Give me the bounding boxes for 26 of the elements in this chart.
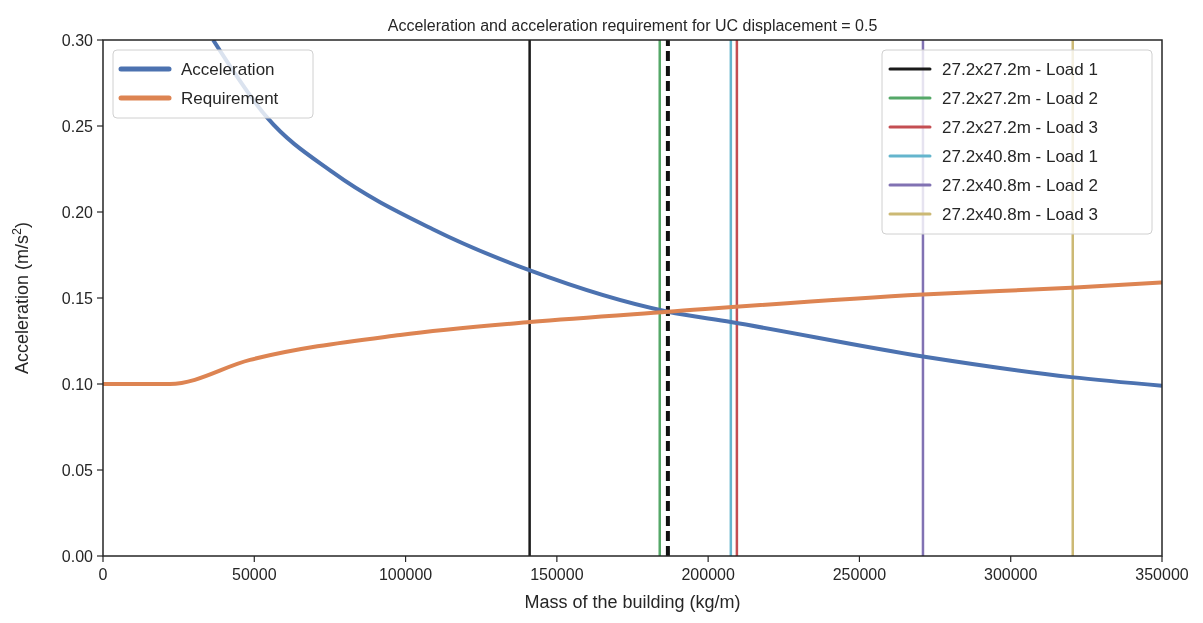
x-tick-label: 250000 <box>832 566 887 583</box>
line-series <box>103 280 1162 386</box>
legend-label: Acceleration <box>181 60 275 79</box>
y-tick-label: 0.30 <box>61 32 94 49</box>
x-tick-label: 150000 <box>530 566 584 583</box>
y-tick-label: 0.00 <box>61 548 94 565</box>
legend-label: 27.2x40.8m - Load 2 <box>942 176 1098 195</box>
legend-label: 27.2x27.2m - Load 2 <box>942 89 1098 108</box>
x-tick-label: 200000 <box>681 566 735 583</box>
legend-label: Requirement <box>181 89 279 108</box>
legend-label: 27.2x40.8m - Load 3 <box>942 205 1098 224</box>
x-tick-label: 0 <box>98 566 108 583</box>
x-axis-title: Mass of the building (kg/m) <box>524 592 741 612</box>
x-tick-label: 300000 <box>984 566 1038 583</box>
y-tick-label: 0.25 <box>61 118 94 135</box>
x-tick-label: 100000 <box>378 566 433 583</box>
legend-label: 27.2x27.2m - Load 3 <box>942 118 1098 137</box>
y-tick-label: 0.05 <box>61 462 94 479</box>
legend-label: 27.2x40.8m - Load 1 <box>942 147 1098 166</box>
legend-label: 27.2x27.2m - Load 1 <box>942 60 1098 79</box>
y-tick-label: 0.10 <box>61 376 94 393</box>
x-tick-label: 50000 <box>232 566 277 583</box>
y-tick-label: 0.15 <box>61 290 94 307</box>
chart-title: Acceleration and acceleration requirement for UC displacement = 0.5 <box>387 17 878 34</box>
y-tick-label: 0.20 <box>61 204 94 221</box>
x-tick-label: 350000 <box>1135 566 1189 583</box>
